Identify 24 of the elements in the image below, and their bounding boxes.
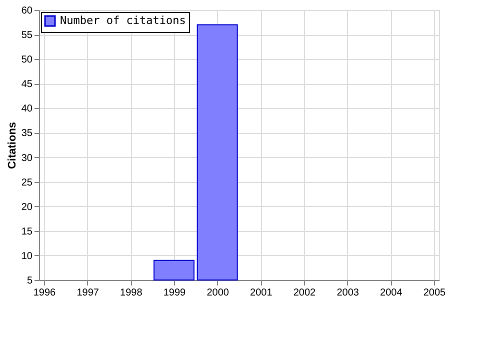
y-tick-label: 40 [21, 104, 33, 115]
y-tick-label: 25 [21, 177, 33, 188]
y-tick-label: 30 [21, 152, 33, 164]
x-tick-label: 1998 [120, 288, 143, 298]
x-tick-label: 2000 [206, 288, 230, 298]
x-tick-label: 2002 [293, 288, 316, 298]
y-tick-label: 20 [21, 202, 33, 213]
y-tick-label: 50 [21, 54, 33, 66]
y-tick-label: 45 [21, 79, 33, 90]
y-tick-label: 35 [21, 128, 33, 140]
x-tick-label: 2004 [380, 288, 403, 298]
legend-label: Number of citations [60, 14, 186, 27]
y-tick-label: 15 [21, 226, 33, 238]
x-tick-label: 1997 [76, 288, 100, 298]
x-tick-label: 2005 [423, 288, 446, 298]
y-tick-label: 10 [21, 250, 33, 262]
x-tick-label: 2001 [250, 288, 273, 298]
x-tick-label: 2003 [336, 288, 360, 298]
y-tick-label: 55 [21, 30, 33, 42]
x-tick-label: 1999 [163, 288, 186, 298]
y-tick-label: 5 [26, 276, 33, 286]
y-tick-label: 60 [21, 6, 33, 16]
x-tick-label: 1996 [33, 288, 56, 298]
y-axis-title: Citations [6, 122, 18, 170]
